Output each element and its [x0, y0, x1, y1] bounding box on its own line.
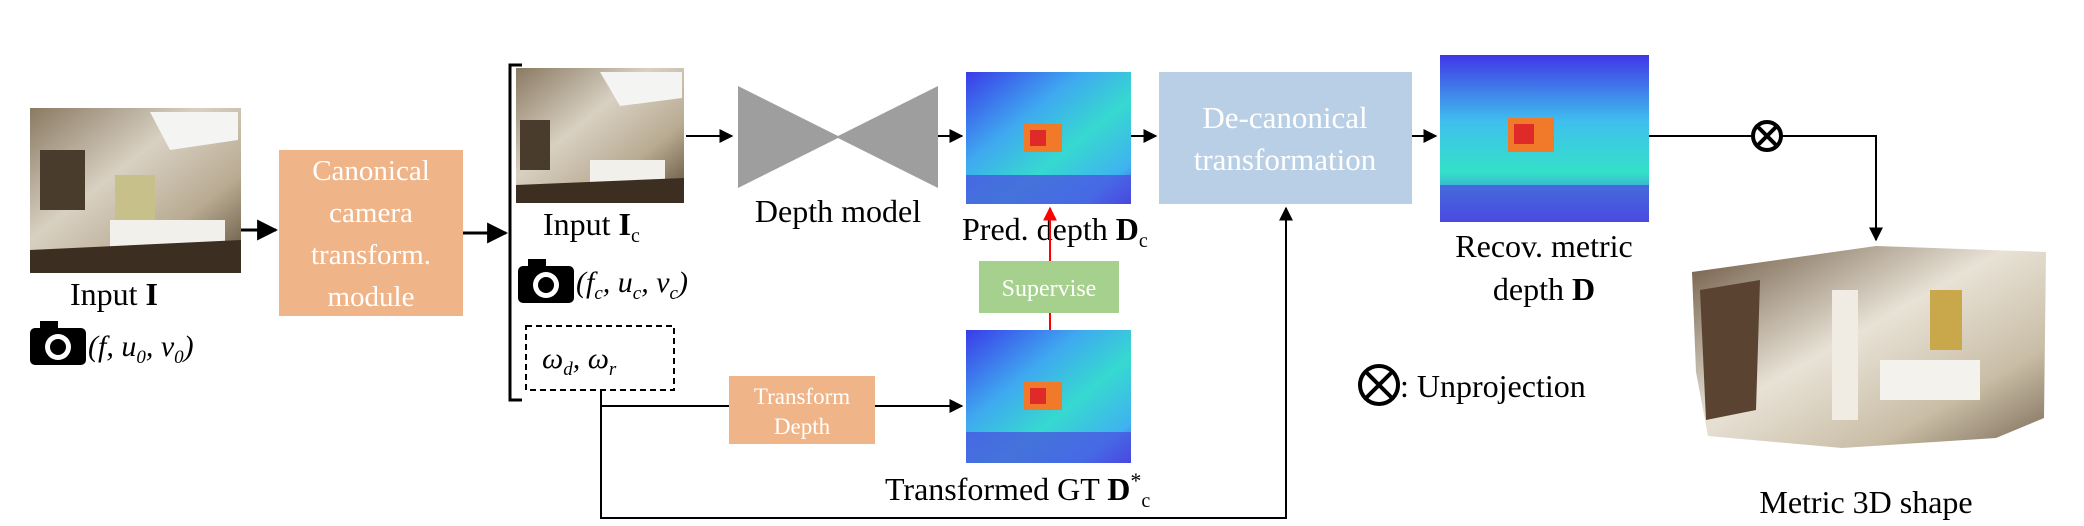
svg-text:Depth: Depth: [774, 414, 831, 439]
omega-to-decanonical-line: [600, 206, 1293, 519]
pred-depth-label: Pred. depth Dc: [962, 211, 1148, 252]
svg-text:module: module: [328, 281, 415, 313]
camera-icon-canonical: [518, 259, 574, 303]
unprojection-symbol: [1751, 120, 1783, 152]
svg-text:(fc, uc, vc): (fc, uc, vc): [576, 266, 688, 304]
svg-text:camera: camera: [329, 197, 413, 229]
bracket: [508, 63, 522, 402]
svg-text:Canonical: Canonical: [312, 155, 430, 187]
svg-text:transformation: transformation: [1194, 142, 1377, 177]
supervise-box: Supervise: [979, 261, 1119, 313]
svg-text:Pred. depth Dc: Pred. depth Dc: [962, 211, 1148, 252]
arrow-recov-to-shape: [1649, 135, 1883, 242]
decanonical-box: De-canonical transformation: [1159, 72, 1412, 204]
svg-text:Transform: Transform: [754, 384, 850, 409]
svg-text:ωd, ωr: ωd, ωr: [542, 342, 617, 380]
svg-text:Transformed GT D*c: Transformed GT D*c: [885, 468, 1150, 512]
svg-text:De-canonical: De-canonical: [1202, 100, 1367, 135]
recov-depth-map: [1440, 55, 1649, 222]
svg-text:depth D: depth D: [1493, 271, 1595, 307]
input-camera-params: (f, u0, v0): [88, 330, 194, 368]
depth-model-label: Depth model: [755, 193, 921, 229]
svg-text:Input Ic: Input Ic: [543, 206, 640, 247]
svg-text:Supervise: Supervise: [1002, 276, 1097, 302]
recov-label: Recov. metric depth D: [1455, 228, 1632, 307]
canonical-input-label: Input Ic: [543, 206, 640, 247]
gt-depth-map: [966, 330, 1131, 463]
svg-text:Input I: Input I: [70, 276, 158, 312]
transform-depth-box: Transform Depth: [729, 376, 875, 444]
input-room-image: [30, 108, 241, 273]
canonical-room-image: [516, 68, 684, 203]
depth-model-shape: [738, 86, 938, 188]
svg-text:: Unprojection: : Unprojection: [1400, 368, 1586, 404]
svg-text:Recov. metric: Recov. metric: [1455, 228, 1632, 264]
svg-text:transform.: transform.: [311, 239, 431, 271]
omega-to-transform-line: [600, 390, 729, 407]
metric-3d-shape-label: Metric 3D shape: [1759, 484, 1972, 520]
transformed-gt-label: Transformed GT D*c: [885, 468, 1150, 512]
camera-icon: [30, 321, 86, 365]
unprojection-legend: : Unprojection: [1358, 364, 1586, 406]
pred-depth-map: [966, 72, 1131, 204]
input-label: Input I: [70, 276, 158, 312]
canonical-camera-params: (fc, uc, vc): [576, 266, 688, 304]
svg-text:(f, u0, v0): (f, u0, v0): [88, 330, 194, 368]
metric-3d-shape-image: [1692, 246, 2046, 448]
omega-box: ωd, ωr: [525, 325, 675, 391]
canonical-transform-module: Canonical camera transform. module: [279, 150, 463, 316]
